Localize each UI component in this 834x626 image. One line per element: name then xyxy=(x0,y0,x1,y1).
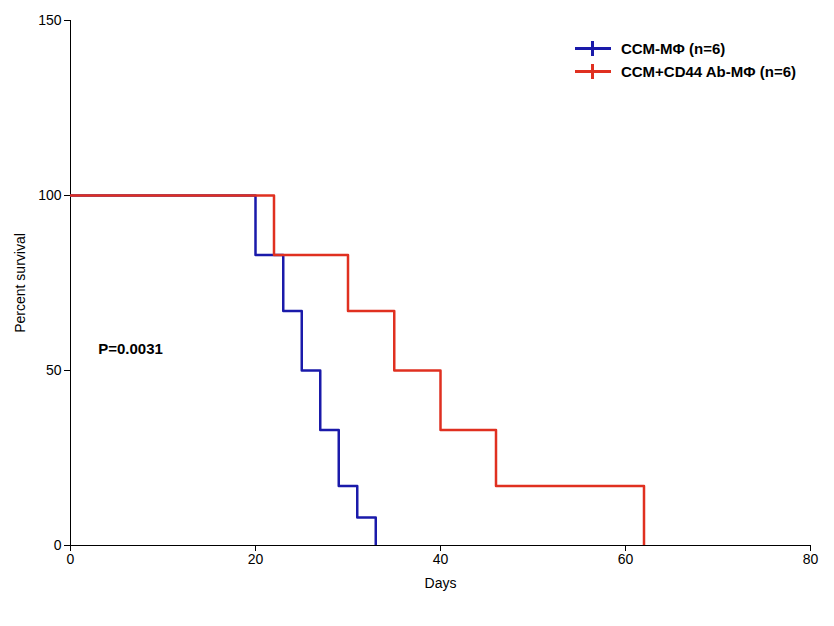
svg-text:100: 100 xyxy=(38,187,62,203)
svg-text:50: 50 xyxy=(46,362,62,378)
svg-text:P=0.0031: P=0.0031 xyxy=(98,340,163,357)
svg-text:80: 80 xyxy=(803,551,819,567)
svg-text:Percent survival: Percent survival xyxy=(12,233,28,333)
svg-text:40: 40 xyxy=(433,551,449,567)
svg-text:0: 0 xyxy=(54,537,62,553)
html-text:CCM-MΦ (n=6): CCM-MΦ (n=6) xyxy=(620,40,726,57)
svg-text:Days: Days xyxy=(425,575,457,591)
svg-text:0: 0 xyxy=(67,551,75,567)
svg-text:150: 150 xyxy=(38,12,62,28)
html-text:CCM+CD44 Ab-MΦ (n=6): CCM+CD44 Ab-MΦ (n=6) xyxy=(620,63,796,80)
svg-text:20: 20 xyxy=(248,551,264,567)
svg-text:60: 60 xyxy=(618,551,634,567)
